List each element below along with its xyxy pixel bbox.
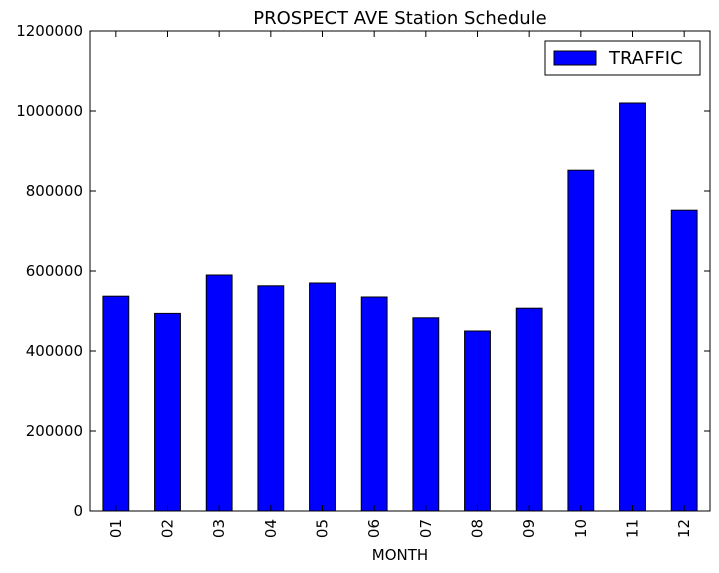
x-tick-label: 11 xyxy=(624,519,642,538)
x-tick-label: 05 xyxy=(314,519,332,538)
bars-layer xyxy=(102,102,698,512)
bar-05 xyxy=(309,282,336,512)
legend-swatch xyxy=(553,50,597,66)
bar-02 xyxy=(154,312,181,512)
y-tick-label: 0 xyxy=(73,502,83,520)
x-tick-label: 06 xyxy=(365,519,383,538)
x-tick-label: 08 xyxy=(469,519,487,538)
y-tick-label: 800000 xyxy=(26,182,83,200)
y-tick-label: 1000000 xyxy=(16,102,83,120)
y-tick-label: 200000 xyxy=(26,422,83,440)
bar-11 xyxy=(619,102,646,512)
bar-10 xyxy=(567,169,595,512)
bar-03 xyxy=(205,274,233,512)
bar-12 xyxy=(670,209,698,512)
axes-layer: 0 200000 400000 600000 800000 1000000 1200000 0… xyxy=(16,22,711,538)
y-tick-label: 400000 xyxy=(26,342,83,360)
chart-title: PROSPECT AVE Station Schedule xyxy=(253,8,546,29)
x-tick-label: 07 xyxy=(417,519,435,538)
x-tick-label: 04 xyxy=(262,519,280,538)
plot-frame xyxy=(89,30,711,512)
legend: TRAFFIC xyxy=(544,40,701,76)
x-tick-label: 02 xyxy=(159,519,177,538)
x-tick-label: 10 xyxy=(572,519,590,538)
x-tick-label: 09 xyxy=(520,519,538,538)
bar-01 xyxy=(102,295,130,512)
y-tick-label: 600000 xyxy=(26,262,83,280)
bar-06 xyxy=(360,296,388,512)
y-tick-label: 1200000 xyxy=(16,22,83,40)
bar-04 xyxy=(257,285,285,512)
bar-08 xyxy=(464,330,491,512)
bar-07 xyxy=(412,317,440,512)
legend-label: TRAFFIC xyxy=(608,48,683,69)
x-tick-label: 01 xyxy=(107,519,125,538)
x-tick-label: 03 xyxy=(210,519,228,538)
x-tick-label: 12 xyxy=(675,519,693,538)
bar-09 xyxy=(515,307,543,512)
x-axis-label: MONTH xyxy=(372,546,428,564)
